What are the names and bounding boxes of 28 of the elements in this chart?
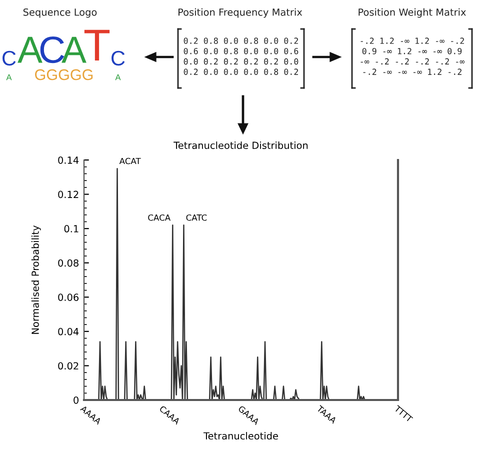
- text: A: [115, 74, 121, 80]
- text: T: [84, 30, 110, 60]
- y-tick-label: 0.1: [64, 225, 78, 232]
- annotation: CACA: [148, 214, 171, 221]
- text: C: [2, 50, 16, 66]
- text: Position Weight Matrix: [358, 8, 466, 18]
- text: A: [6, 74, 12, 80]
- y-tick-label: 0: [74, 396, 78, 404]
- text: Position Frequency Matrix: [178, 8, 302, 18]
- annotation: ACAT: [119, 158, 141, 164]
- x-axis-title: Tetranucleotide: [203, 432, 278, 440]
- y-tick-label: 0.12: [58, 190, 78, 198]
- text: 0.2 0.8 0.0 0.8 0.0 0.2 0.6 0.0 0.8 0.0 0.0 0.6 0.0 0.2 0.2 0.2 0.2 0.0 0.2 0.0 0.0 0.0 0.8 0.2: [184, 38, 298, 75]
- text: A: [62, 36, 86, 63]
- chart-title: Tetranucleotide Distribution: [174, 142, 308, 150]
- y-tick-label: 0.08: [58, 259, 78, 267]
- y-tick-label: 0.14: [58, 156, 79, 164]
- text: A: [18, 36, 42, 63]
- text: -.2 1.2 -∞ 1.2 -∞ -.2 0.9 -∞ 1.2 -∞ -∞ 0.9 -∞ -.2 -.2 -.2 -.2 -∞ -.2 -∞ -∞ -∞ 1.2 -.2: [360, 38, 465, 75]
- y-tick-label: 0.02: [58, 362, 78, 370]
- y-axis-title: Normalised Probability: [31, 226, 41, 334]
- y-tick-label: 0.04: [58, 328, 79, 336]
- annotation: CATC: [186, 214, 207, 221]
- text: C: [40, 36, 64, 64]
- text: C: [112, 50, 125, 66]
- text: GGGGG: [35, 69, 93, 80]
- y-tick-label: 0.06: [58, 294, 79, 301]
- text: Sequence Logo: [23, 8, 97, 18]
